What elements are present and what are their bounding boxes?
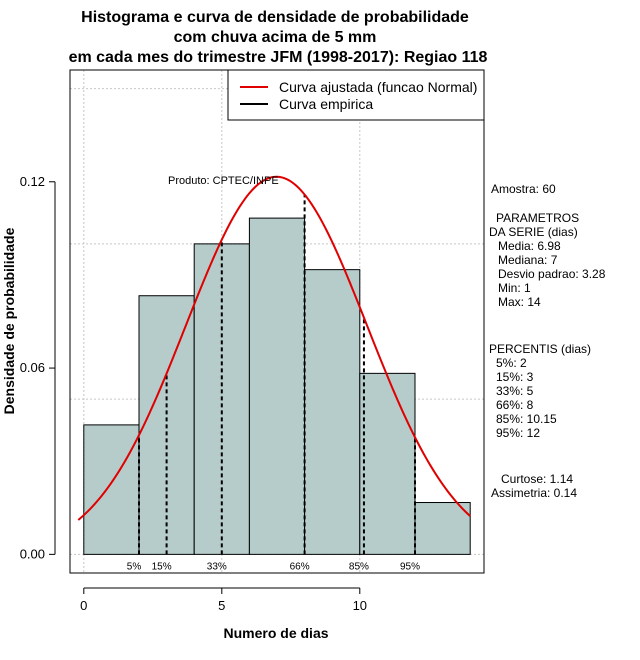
percentile-label-1: 15% [152, 561, 172, 572]
histogram-bar-6 [414, 502, 471, 555]
histogram-bar-0 [83, 424, 140, 555]
param-median: Mediana: 7 [498, 253, 558, 267]
chart-title-line-3: em cada mes do trimestre JFM (1998-2017)… [69, 49, 488, 66]
chart-title-line-1: Histograma e curva de densidade de proba… [81, 9, 469, 26]
x-axis: 0 5 10 [80, 587, 367, 613]
percentile-33: 33%: 5 [496, 384, 534, 398]
product-annotation: Produto: CPTEC/INPE [168, 175, 279, 187]
percentile-label-0: 5% [127, 561, 142, 572]
empirical-percentile-lines: 5% 15% 33% 66% 85% 95% [127, 194, 420, 572]
params-header-2: DA SERIE (dias) [489, 225, 578, 239]
y-tick-label-1: 0.06 [20, 360, 45, 375]
legend-box [227, 69, 485, 121]
param-min: Min: 1 [498, 281, 531, 295]
legend: Curva ajustada (funcao Normal) Curva emp… [227, 69, 485, 121]
x-tick-label-1: 5 [218, 598, 225, 613]
percentile-label-5: 95% [400, 561, 420, 572]
percentiles-header: PERCENTIS (dias) [489, 342, 591, 356]
histogram-bar-4 [304, 269, 361, 555]
y-axis-title: Densidade de probabilidade [1, 227, 17, 414]
histogram-bar-5 [359, 372, 416, 555]
param-sd: Desvio padrao: 3.28 [498, 267, 606, 281]
y-tick-label-0: 0.00 [20, 546, 45, 561]
legend-label-fit: Curva ajustada (funcao Normal) [279, 79, 477, 95]
x-axis-title: Numero de dias [223, 625, 328, 641]
histogram-bars [83, 217, 471, 555]
params-header-1: PARAMETROS [496, 211, 579, 225]
x-tick-label-2: 10 [353, 598, 367, 613]
percentile-85: 85%: 10.15 [496, 412, 557, 426]
chart-title-line-2: com chuva acima de 5 mm [174, 29, 377, 46]
x-tick-label-0: 0 [80, 598, 87, 613]
skewness: Assimetria: 0.14 [491, 486, 577, 500]
percentile-label-4: 85% [349, 561, 369, 572]
kurtosis: Curtose: 1.14 [501, 472, 573, 486]
percentile-5: 5%: 2 [496, 356, 527, 370]
param-mean: Media: 6.98 [498, 239, 561, 253]
param-max: Max: 14 [498, 295, 541, 309]
sample-size: Amostra: 60 [491, 182, 556, 196]
y-axis: 0.00 0.06 0.12 [20, 174, 56, 561]
side-panel: Amostra: 60 PARAMETROS DA SERIE (dias) M… [489, 182, 606, 500]
histogram-bar-3 [248, 217, 306, 555]
percentile-label-2: 33% [207, 561, 227, 572]
percentile-66: 66%: 8 [496, 398, 534, 412]
percentile-95: 95%: 12 [496, 426, 540, 440]
percentile-15: 15%: 3 [496, 370, 534, 384]
normal-fit-curve [77, 175, 471, 521]
legend-label-empirical: Curva empirica [279, 96, 373, 112]
percentile-label-3: 66% [290, 561, 310, 572]
y-tick-label-2: 0.12 [20, 174, 45, 189]
